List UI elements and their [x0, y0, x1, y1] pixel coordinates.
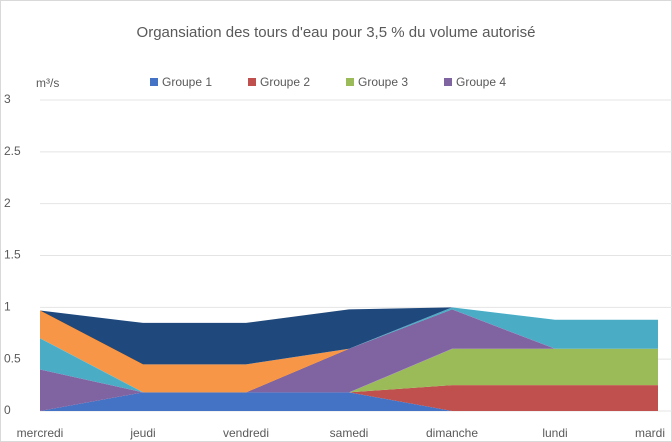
- x-tick-label: vendredi: [223, 426, 269, 440]
- x-tick-label: samedi: [330, 426, 369, 440]
- area: [40, 385, 658, 411]
- legend-swatch: [150, 78, 158, 86]
- area: [40, 392, 658, 411]
- x-tick-label: lundi: [542, 426, 567, 440]
- area: [40, 307, 658, 393]
- x-tick-label: mardi: [635, 426, 665, 440]
- y-tick-label: 1: [4, 300, 11, 314]
- y-tick-label: 2: [4, 196, 11, 210]
- legend-label: Groupe 2: [260, 75, 310, 89]
- legend-swatch: [444, 78, 452, 86]
- x-tick-label: mercredi: [17, 426, 64, 440]
- y-axis-label: m³/s: [36, 76, 59, 90]
- y-tick-label: 1.5: [4, 248, 21, 262]
- area: [40, 307, 658, 365]
- y-tick-label: 2.5: [4, 144, 21, 158]
- legend-label: Groupe 4: [456, 75, 506, 89]
- area: [40, 348, 658, 411]
- x-tick-label: dimanche: [426, 426, 478, 440]
- area: [40, 309, 658, 411]
- chart-title: Organsiation des tours d'eau pour 3,5 % …: [137, 24, 536, 41]
- y-tick-label: 0: [4, 403, 11, 417]
- area: [40, 307, 658, 393]
- legend-swatch: [248, 78, 256, 86]
- x-tick-label: jeudi: [129, 426, 155, 440]
- legend-label: Groupe 3: [358, 75, 408, 89]
- legend-swatch: [346, 78, 354, 86]
- y-tick-label: 3: [4, 92, 11, 106]
- y-tick-label: 0.5: [4, 351, 21, 365]
- legend-label: Groupe 1: [162, 75, 212, 89]
